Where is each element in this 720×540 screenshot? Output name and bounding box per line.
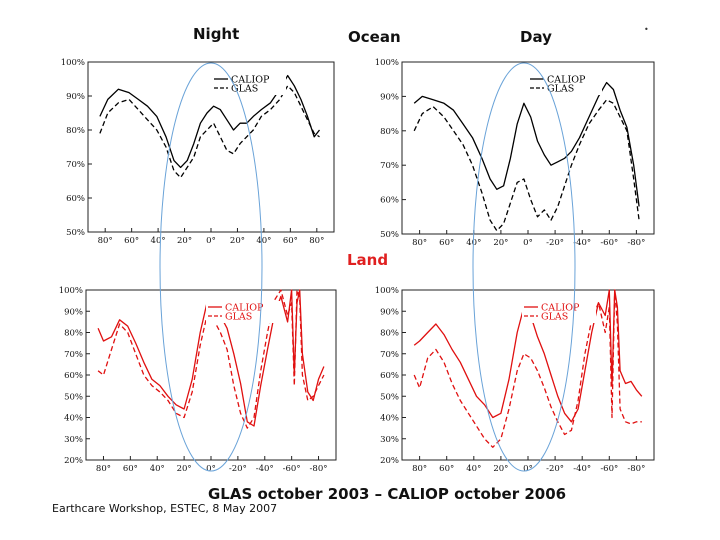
y-tick-label: 50% [64, 392, 83, 402]
legend-box [522, 301, 596, 323]
y-tick-label: 30% [64, 435, 83, 445]
x-tick-label: 0° [206, 464, 216, 474]
orbit-ellipse-day [472, 62, 576, 472]
y-tick-label: 70% [64, 350, 83, 360]
x-tick-label: 0° [523, 464, 533, 474]
x-tick-label: 80° [309, 236, 324, 246]
x-tick-label: 60° [283, 236, 298, 246]
x-tick-label: 20° [493, 464, 508, 474]
x-tick-label: -80° [627, 238, 645, 248]
x-tick-label: 40° [151, 236, 166, 246]
x-tick-label: -40° [256, 464, 274, 474]
legend-label-glas: GLAS [231, 84, 258, 95]
series-glas [413, 289, 642, 448]
legend-label-glas: GLAS [225, 312, 252, 323]
x-tick-label: 60° [439, 238, 454, 248]
chart-land-night: 100% 90% 80% 70% 60% 50% 40% 30% 20% 80° 60° 40° 20°… [59, 286, 337, 474]
legend-label-caliop: CALIOP [231, 75, 270, 86]
x-tick-label: -20° [546, 238, 564, 248]
x-tick-label: 60° [124, 236, 139, 246]
y-tick-label: 70% [380, 350, 399, 360]
x-tick-label: -40° [573, 238, 591, 248]
header-night: Night [193, 25, 240, 43]
y-tick-label: 40% [64, 414, 83, 424]
y-tick-label: 50% [380, 392, 399, 402]
x-tick-label: -20° [229, 464, 247, 474]
y-tick-label: 60% [64, 371, 83, 381]
x-tick-label: -60° [600, 464, 618, 474]
series-caliop [99, 74, 321, 169]
y-tick-label: 80% [64, 329, 83, 339]
y-tick-label: 30% [380, 435, 399, 445]
y-tick-label: 80% [66, 126, 85, 136]
y-tick-label: 60% [380, 196, 399, 206]
orbit-ellipse-night [159, 62, 263, 472]
x-tick-label: 20° [493, 238, 508, 248]
y-tick-label: 90% [66, 92, 85, 102]
x-tick-label: 40° [466, 464, 481, 474]
y-tick-label: 100% [59, 286, 83, 296]
chart-ocean-day: 100%90%80%70%60%50%80° 60° 40° 20° 0° -20° -40… [375, 58, 655, 248]
legend-label-glas: GLAS [541, 312, 568, 323]
y-tick-label: 70% [66, 160, 85, 170]
y-tick-label: 90% [64, 307, 83, 317]
x-tick-label: 20° [177, 464, 192, 474]
corner-mark: • [644, 25, 649, 34]
series-glas [413, 99, 640, 232]
y-tick-label: 90% [380, 307, 399, 317]
x-tick-label: 20° [177, 236, 192, 246]
main-title: GLAS october 2003 – CALIOP october 2006 [208, 485, 567, 503]
x-tick-label: -80° [310, 464, 328, 474]
header-land: Land [347, 251, 389, 269]
header-ocean: Ocean [348, 28, 401, 46]
chart-land-day: 100% 90% 80% 70% 60% 50% 40% 30% 20% 80° 60° 40° 20°… [375, 286, 655, 474]
y-tick-label: 90% [380, 92, 399, 102]
x-tick-label: -60° [283, 464, 301, 474]
y-tick-label: 20% [380, 456, 399, 466]
x-tick-label: 60° [439, 464, 454, 474]
x-tick-label: 20° [230, 236, 245, 246]
y-tick-label: 50% [380, 230, 399, 240]
x-tick-label: -40° [573, 464, 591, 474]
y-tick-label: 60% [66, 194, 85, 204]
x-tick-label: 0° [523, 238, 533, 248]
x-tick-label: -20° [546, 464, 564, 474]
x-tick-label: 80° [412, 464, 427, 474]
x-tick-label: 60° [123, 464, 138, 474]
series-caliop [413, 81, 640, 207]
x-tick-label: 0° [206, 236, 216, 246]
y-tick-label: 100% [375, 286, 399, 296]
legend-label-glas: GLAS [547, 84, 574, 95]
chart-ocean-night: 100% 90% 80% 70% 60% 50% 80° 60° 40° 20° 0° 20° 40° 6… [61, 58, 335, 246]
footer-note: Earthcare Workshop, ESTEC, 8 May 2007 [52, 502, 278, 515]
y-tick-label: 60% [380, 371, 399, 381]
series-glas [99, 85, 320, 179]
x-tick-label: 40° [150, 464, 165, 474]
legend-label-caliop: CALIOP [547, 75, 586, 86]
header-day: Day [520, 28, 552, 46]
plot-frame [87, 61, 335, 233]
x-tick-label: -80° [627, 464, 645, 474]
y-tick-label: 100% [61, 58, 85, 68]
y-tick-label: 50% [66, 228, 85, 238]
x-tick-label: 40° [256, 236, 271, 246]
series-glas [97, 289, 325, 429]
y-tick-label: 80% [380, 329, 399, 339]
y-tick-label: 20% [64, 456, 83, 466]
x-tick-label: 80° [96, 464, 111, 474]
x-tick-label: 80° [98, 236, 113, 246]
x-tick-label: 80° [412, 238, 427, 248]
y-tick-label: 40% [380, 414, 399, 424]
legend-box [528, 73, 602, 95]
legend-label-caliop: CALIOP [225, 303, 264, 314]
legend-label-caliop: CALIOP [541, 303, 580, 314]
series-caliop [97, 289, 325, 427]
y-tick-label: 80% [380, 127, 399, 137]
y-tick-label: 100% [375, 58, 399, 68]
y-tick-label: 70% [380, 161, 399, 171]
x-tick-label: -60° [600, 238, 618, 248]
